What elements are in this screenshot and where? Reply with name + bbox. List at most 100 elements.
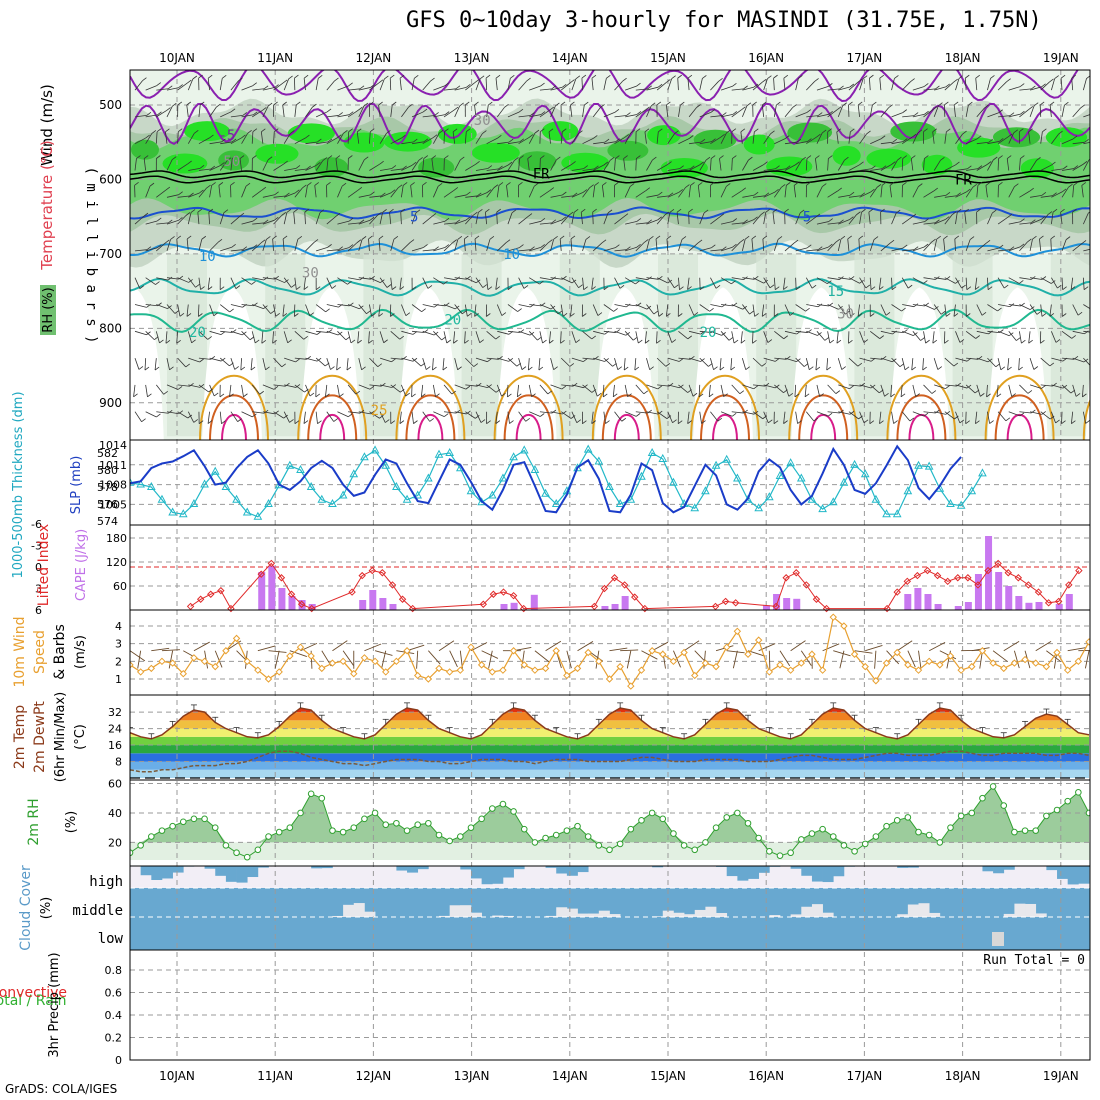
wind-barb	[134, 114, 147, 118]
thickness-point	[956, 500, 966, 509]
wind-barb	[571, 357, 584, 362]
thickness-point	[573, 463, 582, 472]
wind-barb-flag	[167, 409, 173, 414]
rh-cell-90	[561, 152, 610, 173]
wind-barb	[1028, 131, 1031, 144]
wind-barb	[507, 304, 518, 312]
cloud-middle-gap	[662, 910, 674, 917]
wind-barb	[177, 384, 190, 387]
wind-speed-point	[968, 662, 976, 671]
wind-speed-point	[659, 650, 667, 658]
wind-barb-flag	[609, 156, 615, 161]
wind-barb-flag	[863, 419, 869, 424]
date-label-top: 12JAN	[356, 51, 392, 65]
wind-barb-flag	[1082, 161, 1088, 165]
wind-barb-flag	[795, 161, 800, 166]
wind-barb-flag	[1033, 366, 1039, 370]
wind-barb-flag	[370, 84, 375, 88]
wind-barb-flag	[1061, 420, 1066, 425]
wind-barb-flag	[674, 130, 679, 135]
wind-barb	[582, 168, 595, 171]
wind-speed-point	[190, 654, 198, 662]
wind-barb	[1051, 384, 1064, 389]
wind-barb	[911, 358, 914, 371]
wind-barb-flag	[377, 211, 382, 216]
wind-barb	[774, 330, 784, 340]
wind-barb-flag	[708, 393, 714, 398]
wind-barb-flag	[889, 239, 895, 244]
li-point	[196, 595, 205, 603]
wind-barb	[889, 185, 892, 198]
rh-cell-90	[787, 122, 833, 143]
rh-cell-90	[866, 148, 912, 169]
wind-barb-flag	[690, 182, 695, 186]
cape-bar	[288, 596, 296, 610]
thickness-tick-label: 576	[97, 498, 118, 511]
wind-barb-flag	[911, 366, 916, 371]
wind-barb	[1039, 104, 1042, 117]
wind-barb-flag	[793, 239, 799, 244]
wind-barb-flag	[506, 182, 511, 186]
wind-barb	[165, 331, 168, 344]
wind-barb-flag	[902, 181, 907, 186]
wind-barb	[657, 384, 670, 387]
rh-point	[542, 834, 549, 842]
cloud-high-cell	[140, 866, 152, 876]
wind-barb-flag	[431, 213, 437, 217]
wind-barb	[689, 141, 702, 145]
wind-barb-flag	[291, 284, 296, 288]
wind-barb-flag	[149, 182, 155, 187]
wind-barb-flag	[295, 165, 301, 169]
wind-barb-10m	[381, 650, 387, 669]
wind-barb-flag	[159, 339, 164, 344]
wind-barb	[486, 277, 489, 290]
cloud-high-cell	[460, 866, 472, 870]
wind-barb	[348, 222, 361, 225]
wind-barb-flag	[636, 111, 642, 115]
wind-barb	[571, 212, 575, 225]
wind-barb-flag	[274, 191, 279, 196]
wind-barb-flag	[390, 313, 395, 317]
wind-barb-flag	[495, 335, 500, 340]
wind-barb-flag	[498, 165, 503, 170]
wind-barb	[848, 411, 859, 420]
wind-barb	[348, 411, 361, 414]
wind-barb-flag	[578, 284, 583, 288]
cape-bar	[914, 588, 922, 610]
wind-barb	[996, 384, 999, 397]
thickness-point	[818, 504, 827, 513]
rh-point	[467, 824, 475, 831]
thickness-point	[850, 459, 859, 468]
wind-barb	[665, 104, 669, 117]
wind-tick-label: 1	[115, 673, 122, 686]
wind-barb-flag	[848, 101, 853, 106]
cloud-row-middle: middle	[72, 903, 123, 919]
wind-barb	[433, 331, 442, 341]
wind-barb	[186, 104, 189, 117]
wind-barb	[965, 277, 968, 290]
wind-barb-flag	[368, 339, 373, 344]
wind-barb-flag	[700, 138, 706, 143]
wind-barb	[676, 212, 679, 225]
precip-conv-label: Convective	[0, 985, 67, 1001]
wind-barb	[1051, 191, 1063, 198]
wind-barb	[539, 331, 543, 344]
wind-barb-flag	[569, 363, 575, 367]
wind-barb	[187, 277, 196, 288]
thickness-point	[605, 481, 614, 490]
wind-barb	[422, 158, 425, 171]
wind-barb	[806, 115, 819, 118]
rh-point	[307, 790, 315, 798]
wind-barb-flag	[234, 366, 239, 370]
wind-barb	[900, 384, 903, 397]
wind-barb-flag	[644, 339, 650, 344]
wind-barb-flag	[466, 128, 471, 133]
wind-barb-flag	[422, 108, 428, 113]
cloud-high-cell	[492, 866, 504, 884]
wind-barb	[603, 78, 607, 91]
wind-barb-flag	[583, 384, 588, 389]
wind-barb	[816, 384, 821, 397]
wind-barb	[198, 357, 211, 360]
wind-barb-flag	[194, 129, 199, 134]
wind-barb	[358, 277, 371, 280]
